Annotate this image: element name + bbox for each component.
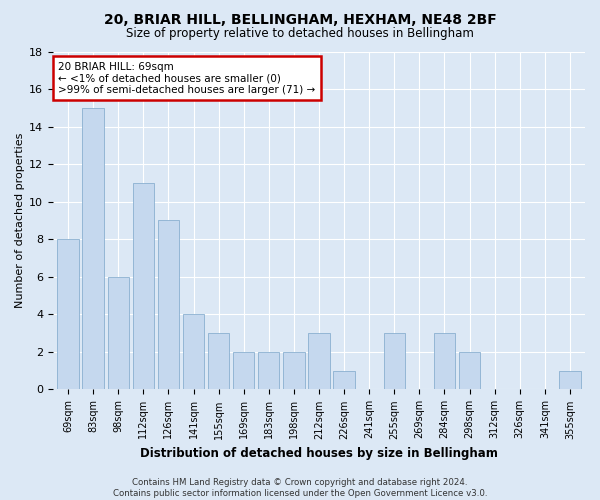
Bar [158, 220, 179, 390]
Text: 20, BRIAR HILL, BELLINGHAM, HEXHAM, NE48 2BF: 20, BRIAR HILL, BELLINGHAM, HEXHAM, NE48… [104, 12, 496, 26]
Bar [133, 183, 154, 390]
Text: 20 BRIAR HILL: 69sqm
← <1% of detached houses are smaller (0)
>99% of semi-detac: 20 BRIAR HILL: 69sqm ← <1% of detached h… [58, 62, 316, 95]
Bar [58, 239, 79, 390]
Bar [82, 108, 104, 390]
Y-axis label: Number of detached properties: Number of detached properties [15, 133, 25, 308]
Bar [308, 333, 329, 390]
X-axis label: Distribution of detached houses by size in Bellingham: Distribution of detached houses by size … [140, 447, 498, 460]
Bar [434, 333, 455, 390]
Bar [233, 352, 254, 390]
Bar [208, 333, 229, 390]
Bar [183, 314, 204, 390]
Text: Contains HM Land Registry data © Crown copyright and database right 2024.
Contai: Contains HM Land Registry data © Crown c… [113, 478, 487, 498]
Bar [459, 352, 480, 390]
Bar [334, 370, 355, 390]
Text: Size of property relative to detached houses in Bellingham: Size of property relative to detached ho… [126, 28, 474, 40]
Bar [559, 370, 581, 390]
Bar [383, 333, 405, 390]
Bar [258, 352, 280, 390]
Bar [107, 277, 129, 390]
Bar [283, 352, 305, 390]
